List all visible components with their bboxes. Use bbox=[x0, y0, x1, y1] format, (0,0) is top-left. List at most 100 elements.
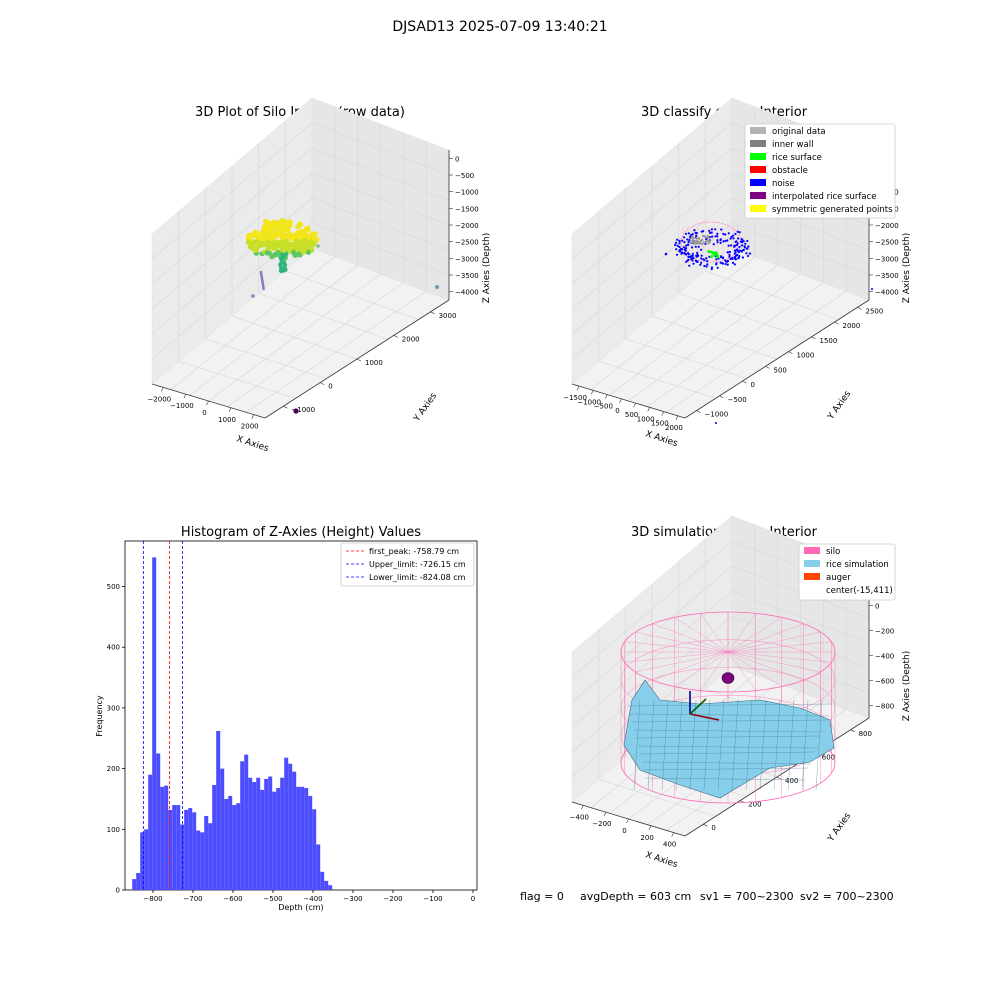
x-tick bbox=[633, 402, 636, 408]
histogram-bar bbox=[200, 832, 205, 890]
noise-point bbox=[675, 248, 678, 251]
y-tick bbox=[742, 380, 747, 384]
rice-mesh-line bbox=[637, 745, 818, 749]
noise-point bbox=[685, 244, 688, 247]
x-tick-label: −300 bbox=[343, 895, 362, 903]
z-tick-label: −3000 bbox=[455, 255, 479, 263]
noise-point bbox=[730, 235, 733, 238]
noise-point bbox=[684, 247, 688, 250]
silo-spoke bbox=[727, 623, 804, 653]
data-point bbox=[249, 241, 255, 247]
x-tick-label: −1000 bbox=[170, 402, 194, 410]
silo-spoke bbox=[652, 651, 729, 681]
noise-point bbox=[676, 238, 679, 241]
noise-point bbox=[747, 245, 750, 248]
z-tick-label: 0 bbox=[455, 155, 459, 163]
histogram-bar bbox=[140, 832, 145, 890]
x-tick-label: −500 bbox=[594, 403, 613, 411]
noise-point bbox=[678, 245, 681, 249]
data-point bbox=[280, 256, 285, 260]
data-point bbox=[270, 240, 276, 246]
x-tick-label: 2000 bbox=[241, 423, 259, 431]
x-tick bbox=[183, 394, 187, 399]
y-tick-label: −1000 bbox=[705, 411, 729, 419]
x-tick bbox=[228, 407, 232, 412]
data-point bbox=[275, 230, 281, 237]
z-tick-label: −1500 bbox=[455, 205, 479, 213]
noise-point bbox=[735, 254, 738, 257]
noise-point bbox=[687, 232, 691, 235]
x-tick-label: −500 bbox=[263, 895, 282, 903]
floor-gridline bbox=[705, 270, 839, 320]
noise-point bbox=[687, 258, 690, 261]
noise-point bbox=[691, 259, 694, 262]
noise-point bbox=[729, 237, 732, 240]
x-tick-label: 1500 bbox=[651, 420, 669, 428]
histogram-bar bbox=[212, 785, 217, 890]
noise-point bbox=[703, 264, 706, 268]
raw-x-axis-label: X Axies bbox=[235, 434, 270, 454]
noise-point bbox=[715, 263, 718, 266]
noise-point bbox=[746, 254, 750, 258]
noise-point bbox=[708, 255, 711, 258]
histogram-y-axis-label: Frequency bbox=[95, 695, 104, 737]
noise-point bbox=[680, 252, 683, 255]
noise-point bbox=[709, 231, 712, 235]
x-tick-label: 200 bbox=[640, 834, 653, 842]
data-point bbox=[312, 235, 318, 241]
y-tick-label: 200 bbox=[748, 801, 761, 809]
silo-spoke bbox=[727, 651, 821, 673]
y-tick-label: 800 bbox=[859, 730, 872, 738]
histogram-bar bbox=[164, 785, 169, 890]
classify-y-axis-label: Y Axies bbox=[826, 389, 854, 422]
histogram-bar bbox=[208, 823, 213, 890]
noise-point bbox=[715, 258, 718, 261]
noise-point bbox=[691, 233, 694, 236]
noise-point bbox=[739, 249, 742, 252]
y-tick bbox=[393, 335, 398, 338]
inner-wall-point bbox=[695, 239, 698, 243]
noise-point bbox=[736, 230, 739, 233]
data-point bbox=[316, 244, 320, 248]
y-tick-label: 500 bbox=[774, 366, 787, 374]
noise-point bbox=[738, 245, 741, 249]
data-point bbox=[435, 285, 439, 289]
histogram-bar bbox=[192, 812, 197, 890]
data-point bbox=[266, 220, 272, 226]
noise-point bbox=[734, 240, 737, 243]
silo-spoke bbox=[700, 613, 729, 653]
noise-point bbox=[731, 257, 734, 260]
data-point bbox=[285, 233, 291, 240]
y-tick-label: 2500 bbox=[866, 307, 884, 315]
data-point bbox=[251, 294, 255, 298]
noise-point bbox=[726, 260, 729, 263]
silo-spoke bbox=[700, 651, 729, 691]
y-tick bbox=[765, 366, 770, 369]
raw-z-tick-labels: 0 −500 −1000 −1500 −2000 −2500 −3000 −3500 −4000 bbox=[449, 155, 479, 297]
noise-point bbox=[700, 257, 703, 260]
legend-swatch bbox=[804, 573, 820, 580]
rice-surface-point bbox=[714, 253, 718, 256]
x-tick-label: −700 bbox=[183, 895, 202, 903]
rice-mesh-line bbox=[639, 751, 815, 755]
data-point bbox=[270, 245, 276, 251]
y-tick bbox=[788, 351, 793, 354]
legend-label: Upper_limit: -726.15 cm bbox=[369, 560, 466, 569]
noise-point bbox=[734, 244, 737, 247]
histogram-bar bbox=[228, 795, 233, 890]
rice-surface-point bbox=[716, 254, 720, 258]
silo-spoke bbox=[624, 641, 729, 653]
noise-point bbox=[721, 257, 725, 260]
histogram-bar bbox=[292, 771, 297, 890]
classify-legend: original data inner wall rice surface obsta… bbox=[744, 123, 896, 219]
legend-swatch bbox=[750, 205, 766, 212]
histogram-bar bbox=[320, 871, 325, 890]
inner-wall-point bbox=[698, 242, 702, 245]
raw-point-cloud bbox=[245, 217, 439, 414]
noise-point bbox=[688, 264, 691, 267]
data-point bbox=[283, 244, 289, 250]
simulation-scene bbox=[620, 611, 836, 804]
rice-mesh-line bbox=[745, 699, 753, 791]
x-tick-label: 0 bbox=[615, 407, 619, 415]
x-tick-label: −200 bbox=[383, 895, 402, 903]
